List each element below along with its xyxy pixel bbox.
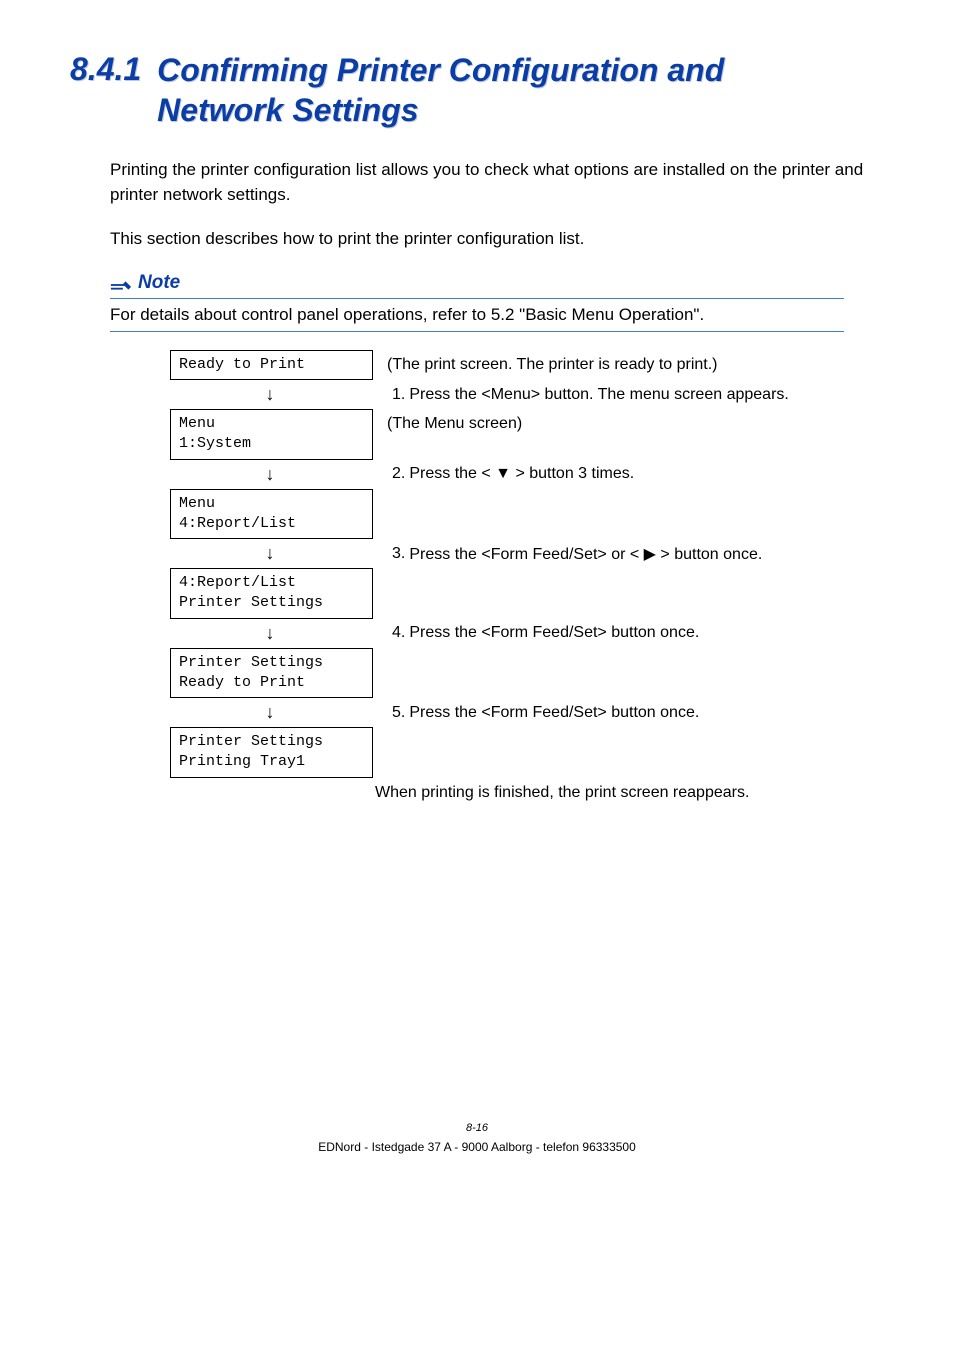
step-1-text: Press the <Menu> button. The menu screen… bbox=[409, 386, 789, 404]
section-title-line2: Network Settings bbox=[157, 92, 418, 128]
step-5-number: 5. bbox=[392, 704, 405, 722]
step-2-number: 2. bbox=[392, 465, 405, 483]
lcd-desc-1: (The print screen. The printer is ready … bbox=[387, 350, 718, 376]
lcd-desc-2: (The Menu screen) bbox=[387, 409, 522, 435]
down-arrow-icon: ↓ bbox=[170, 384, 370, 405]
menu-flow: Ready to Print (The print screen. The pr… bbox=[170, 350, 844, 802]
note-block: Note For details about control panel ope… bbox=[110, 272, 844, 332]
step-5-text: Press the <Form Feed/Set> button once. bbox=[409, 704, 699, 722]
lcd-display-3: Menu 4:Report/List bbox=[170, 489, 373, 540]
section-title-line1: Confirming Printer Configuration and bbox=[157, 52, 724, 88]
step-4-text: Press the <Form Feed/Set> button once. bbox=[409, 624, 699, 642]
down-arrow-icon: ↓ bbox=[170, 543, 370, 564]
lcd-display-4: 4:Report/List Printer Settings bbox=[170, 568, 373, 619]
lcd-display-1: Ready to Print bbox=[170, 350, 373, 380]
step-4-number: 4. bbox=[392, 624, 405, 642]
final-text: When printing is finished, the print scr… bbox=[375, 784, 749, 802]
lcd-display-5: Printer Settings Ready to Print bbox=[170, 648, 373, 699]
down-arrow-icon: ↓ bbox=[170, 623, 370, 644]
step-3-number: 3. bbox=[392, 545, 405, 563]
down-arrow-icon: ↓ bbox=[170, 702, 370, 723]
step-3-text: Press the <Form Feed/Set> or < ▶ > butto… bbox=[409, 544, 762, 564]
page-number: 8-16 bbox=[70, 1122, 884, 1134]
note-text: For details about control panel operatio… bbox=[110, 305, 844, 332]
section-heading: 8.4.1 Confirming Printer Configuration a… bbox=[70, 50, 884, 130]
pencil-icon bbox=[110, 276, 132, 290]
step-1-number: 1. bbox=[392, 386, 405, 404]
section-title: Confirming Printer Configuration and Net… bbox=[157, 50, 724, 130]
intro-paragraph-2: This section describes how to print the … bbox=[110, 227, 884, 252]
section-number: 8.4.1 bbox=[70, 50, 141, 88]
lcd-display-2: Menu 1:System bbox=[170, 409, 373, 460]
lcd-display-6: Printer Settings Printing Tray1 bbox=[170, 727, 373, 778]
down-arrow-icon: ↓ bbox=[170, 464, 370, 485]
step-2-text: Press the < ▼ > button 3 times. bbox=[409, 465, 634, 483]
page-footer: 8-16 EDNord - Istedgade 37 A - 9000 Aalb… bbox=[70, 1122, 884, 1154]
note-header: Note bbox=[110, 272, 844, 299]
note-label: Note bbox=[138, 272, 180, 294]
intro-paragraph-1: Printing the printer configuration list … bbox=[110, 158, 884, 207]
footer-address: EDNord - Istedgade 37 A - 9000 Aalborg -… bbox=[70, 1140, 884, 1154]
